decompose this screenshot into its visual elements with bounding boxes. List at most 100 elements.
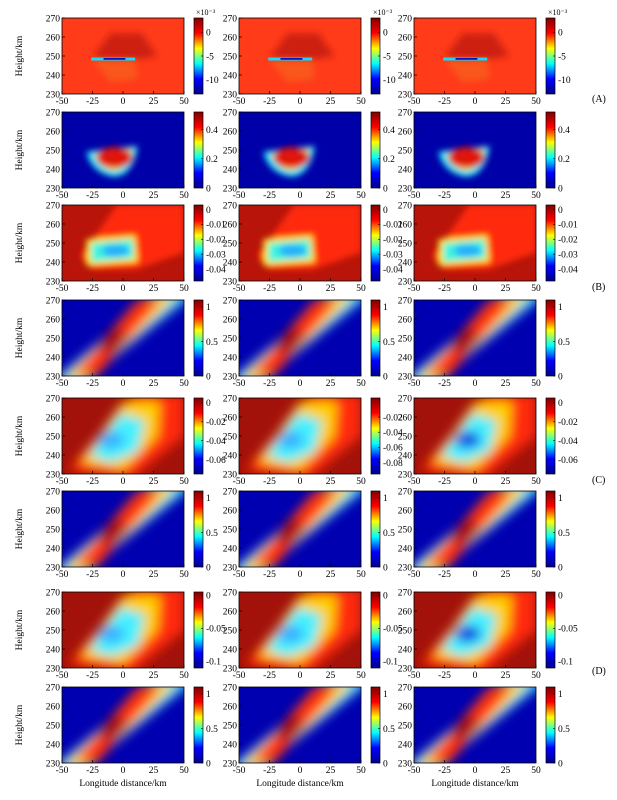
x-tick-label: -50: [408, 379, 421, 389]
colorbar: [193, 111, 204, 189]
colorbar-tick-label: 0.4: [206, 126, 218, 136]
y-tick-label: 260: [398, 413, 413, 423]
colorbar-tick-label: -0.04: [206, 437, 226, 447]
x-tick-label: -50: [56, 570, 69, 580]
colorbar: [545, 204, 556, 282]
heatmap-panel: -50 -25 0 25 50 230 240 250 260 270 Height/km 0 0.5 1: [15, 487, 218, 580]
x-tick-label: 25: [501, 97, 511, 107]
x-tick-label: 0: [473, 570, 478, 580]
y-tick-label: 260: [223, 220, 238, 230]
y-tick-label: 240: [223, 165, 238, 175]
colorbar-tick-label: -0.06: [383, 444, 403, 454]
group-label: (B): [592, 282, 605, 293]
x-tick-label: 0: [298, 97, 303, 107]
x-tick-label: -25: [86, 97, 99, 107]
x-tick-label: -25: [263, 766, 276, 776]
y-tick-label: 260: [46, 607, 61, 617]
y-axis-label: Height/km: [15, 415, 25, 456]
y-tick-label: 240: [398, 544, 413, 554]
x-tick-label: -25: [263, 671, 276, 681]
x-tick-label: 25: [149, 671, 159, 681]
x-axis-label: Longitude distance/km: [256, 779, 344, 789]
colorbar-tick-label: 0.2: [558, 155, 570, 165]
x-tick-label: 0: [298, 570, 303, 580]
group-label: (D): [592, 666, 606, 677]
y-tick-label: 250: [46, 432, 61, 442]
y-tick-label: 260: [398, 607, 413, 617]
colorbar: [370, 299, 381, 377]
y-tick-label: 270: [398, 201, 413, 211]
colorbar-tick-label: -0.01: [383, 221, 403, 231]
x-tick-label: -50: [408, 671, 421, 681]
heatmap-field: [62, 300, 184, 376]
colorbar-tick-label: 0: [206, 29, 211, 39]
x-tick-label: 0: [473, 671, 478, 681]
heatmap-panel: -50 -25 0 25 50 230 240 250 260 270 0 0.5 1: [398, 487, 570, 580]
x-tick-label: 0: [298, 671, 303, 681]
colorbar-tick-label: 0: [558, 372, 563, 382]
x-tick-label: -50: [56, 97, 69, 107]
y-tick-label: 250: [398, 146, 413, 156]
colorbar: [370, 490, 381, 568]
x-tick-label: 50: [179, 379, 189, 389]
heatmap-field: [414, 592, 536, 668]
colorbar-tick-label: 0: [383, 372, 388, 382]
colorbar-tick-label: 0.5: [383, 725, 395, 735]
y-axis-label: Height/km: [15, 508, 25, 549]
x-tick-label: 50: [356, 284, 366, 294]
y-tick-label: 240: [46, 645, 61, 655]
x-tick-label: 0: [473, 379, 478, 389]
y-tick-label: 250: [46, 239, 61, 249]
heatmap-panel: -50 -25 0 25 50 230 240 250 260 270 0 -0.02 -0.04 -0.…: [398, 394, 578, 487]
x-tick-label: 50: [356, 191, 366, 201]
x-tick-label: -50: [56, 671, 69, 681]
x-tick-label: -50: [408, 284, 421, 294]
y-tick-label: 260: [223, 506, 238, 516]
colorbar-tick-label: -10: [558, 76, 571, 86]
x-tick-label: 0: [121, 477, 126, 487]
x-tick-label: 0: [473, 284, 478, 294]
colorbar-tick-label: 1: [383, 494, 388, 504]
heatmap-field: [239, 687, 361, 763]
heatmap-panel: -50 -25 0 25 50 230 240 250 260 270 0 0.5 1: [398, 296, 570, 389]
colorbar: [193, 591, 204, 669]
y-tick-label: 250: [398, 52, 413, 62]
y-tick-label: 240: [46, 451, 61, 461]
colorbar-tick-label: 1: [383, 690, 388, 700]
y-tick-label: 230: [223, 184, 238, 194]
colorbar-tick-label: 1: [206, 303, 211, 313]
y-tick-label: 270: [223, 201, 238, 211]
y-tick-label: 230: [46, 372, 61, 382]
heatmap-panel: -50 -25 0 25 50 230 240 250 260 270 -0.02 -0.04 -0.0…: [223, 394, 403, 487]
heatmap-field: [414, 18, 536, 94]
y-tick-label: 230: [223, 277, 238, 287]
colorbar-tick-label: -0.04: [558, 265, 578, 275]
y-tick-label: 240: [46, 544, 61, 554]
heatmap-panel: -50 -25 0 25 50 230 240 250 260 270 0 0.2 0.4: [398, 108, 570, 201]
colorbar-tick-label: -0.04: [383, 265, 403, 275]
colorbar-tick-label: 0.5: [206, 725, 218, 735]
y-tick-label: 230: [223, 372, 238, 382]
x-tick-label: 50: [531, 379, 541, 389]
heatmap-field: [239, 112, 361, 188]
x-tick-label: 25: [326, 97, 336, 107]
y-tick-label: 250: [46, 721, 61, 731]
y-tick-label: 270: [223, 683, 238, 693]
x-tick-label: -50: [233, 191, 246, 201]
y-tick-label: 240: [46, 258, 61, 268]
y-tick-label: 230: [398, 664, 413, 674]
colorbar-tick-label: 0.5: [206, 529, 218, 539]
x-tick-label: -25: [438, 671, 451, 681]
x-tick-label: 25: [149, 477, 159, 487]
x-tick-label: 25: [326, 671, 336, 681]
heatmap-field: [414, 112, 536, 188]
colorbar-tick-label: -0.04: [206, 265, 226, 275]
colorbar-tick-label: 0.5: [206, 338, 218, 348]
colorbar-tick-label: -0.01: [558, 221, 578, 231]
heatmap-field: [62, 687, 184, 763]
x-tick-label: -25: [86, 284, 99, 294]
colorbar-tick-label: -10: [206, 76, 219, 86]
x-tick-label: -25: [438, 766, 451, 776]
x-tick-label: 25: [149, 379, 159, 389]
y-tick-label: 240: [223, 740, 238, 750]
